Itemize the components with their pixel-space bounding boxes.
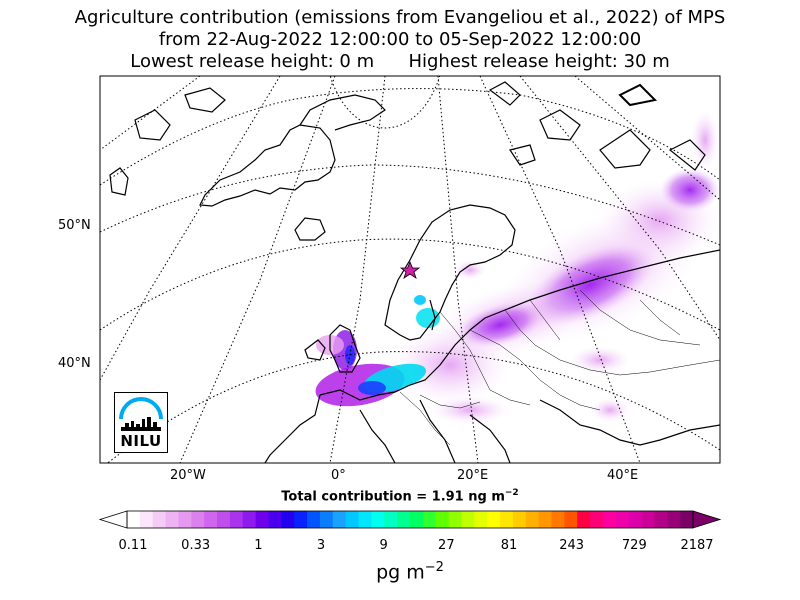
colorbar-unit: pg m−2 — [0, 560, 800, 583]
total-contribution-text: Total contribution = 1.91 ng m — [281, 489, 505, 505]
colorbar-segment — [371, 511, 385, 528]
country-borders — [399, 289, 720, 446]
iceland-coast — [294, 217, 326, 241]
colorbar-segment — [680, 511, 694, 528]
coastlines — [109, 81, 720, 463]
lon-label-40e: 40°E — [607, 468, 639, 483]
colorbar-segment — [615, 511, 630, 528]
graticule — [100, 76, 720, 463]
colorbar-segment — [229, 511, 244, 528]
colorbar-segment — [268, 511, 282, 528]
colorbar-unit-base: pg m — [376, 561, 425, 584]
colorbar-segment — [152, 511, 167, 528]
colorbar-segment — [165, 511, 179, 528]
colorbar-tick-label: 2187 — [680, 538, 714, 553]
colorbar-segment — [178, 511, 192, 528]
colorbar-segment — [512, 511, 527, 528]
colorbar-segment — [448, 511, 462, 528]
colorbar-segment — [397, 511, 411, 528]
lon-label-0: 0° — [331, 468, 346, 483]
nilu-logo-text: NILU — [120, 432, 162, 450]
colorbar-under-arrow — [98, 510, 128, 529]
colorbar-segment — [641, 511, 655, 528]
map-title-line-3: Lowest release height: 0 m Highest relea… — [130, 51, 670, 72]
colorbar-tick-label: 0.33 — [181, 538, 211, 553]
colorbar-tick-label: 27 — [438, 538, 455, 553]
map-title-line-1: Agriculture contribution (emissions from… — [74, 7, 726, 28]
lon-label-20e: 20°E — [457, 468, 489, 483]
scandinavia-coast — [384, 204, 516, 341]
colorbar-segment — [422, 511, 437, 528]
colorbar-segment — [410, 511, 424, 528]
colorbar-segment — [487, 511, 501, 528]
colorbar-segment — [500, 511, 514, 528]
greenland-coast — [199, 124, 336, 207]
nilu-logo: NILU — [114, 392, 168, 453]
colorbar-segment — [307, 511, 321, 528]
nilu-logo-icon — [119, 397, 163, 431]
colorbar-tick-label: 9 — [379, 538, 388, 553]
colorbar-tick-label: 0.11 — [118, 538, 148, 553]
colorbar-segment — [590, 511, 604, 528]
colorbar-tick-label: 3 — [316, 538, 326, 553]
colorbar-segment — [384, 511, 398, 528]
colorbar-segment — [319, 511, 334, 528]
colorbar-segment — [255, 511, 269, 528]
lat-label-40n: 40°N — [58, 356, 91, 371]
colorbar-segment — [332, 511, 347, 528]
colorbar-segment — [551, 511, 565, 528]
colorbar-tick-label: 729 — [621, 538, 647, 553]
europe-coast — [319, 249, 720, 401]
lon-label-20w: 20°W — [170, 468, 206, 483]
colorbar-over-arrow — [692, 510, 722, 529]
colorbar-segment — [461, 511, 475, 528]
colorbar-tick-label: 1 — [254, 538, 263, 553]
colorbar-tick-label: 243 — [559, 538, 585, 553]
colorbar-segment — [127, 511, 141, 528]
colorbar-segment — [525, 511, 540, 528]
colorbar-segment — [474, 511, 488, 528]
colorbar-segment — [538, 511, 552, 528]
colorbar-tick-label: 81 — [500, 538, 518, 553]
total-contribution: Total contribution = 1.91 ng m−2 — [0, 488, 800, 504]
map-frame — [99, 75, 721, 464]
colorbar-segment — [345, 511, 360, 528]
british-isles-coast — [329, 324, 361, 373]
colorbar — [98, 510, 722, 529]
colorbar-segment — [435, 511, 450, 528]
colorbar-segment — [217, 511, 231, 528]
colorbar-segment — [564, 511, 578, 528]
colorbar-segment — [242, 511, 257, 528]
colorbar-segment — [667, 511, 681, 528]
colorbar-segment — [204, 511, 218, 528]
lat-label-50n: 50°N — [58, 218, 91, 233]
colorbar-segment — [281, 511, 295, 528]
colorbar-frame — [126, 510, 694, 529]
colorbar-segment — [602, 511, 617, 528]
map-title-line-2: from 22-Aug-2022 12:00:00 to 05-Sep-2022… — [158, 29, 642, 50]
colorbar-unit-exponent: −2 — [424, 560, 444, 575]
colorbar-segment — [628, 511, 643, 528]
colorbar-segment — [294, 511, 308, 528]
colorbar-segment — [577, 511, 591, 528]
colorbar-segment — [191, 511, 205, 528]
concentration-field — [315, 110, 720, 424]
colorbar-segment — [139, 511, 154, 528]
total-contribution-exponent: −2 — [504, 488, 519, 498]
colorbar-segment — [358, 511, 372, 528]
release-location-star — [399, 260, 421, 279]
colorbar-segment — [654, 511, 668, 528]
